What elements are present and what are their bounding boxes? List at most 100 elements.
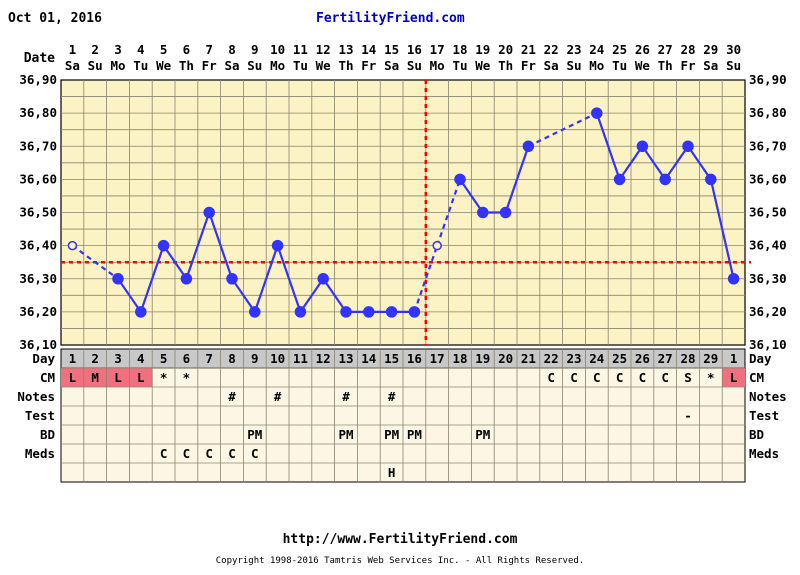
y-tick-label-left: 36,70 — [19, 138, 57, 153]
table-cell-value: 25 — [612, 351, 627, 366]
temperature-segment — [208, 212, 234, 280]
table-cell-value: C — [205, 446, 213, 461]
date-number: 12 — [316, 42, 331, 57]
date-weekday: Th — [179, 58, 194, 73]
menses-cell — [83, 368, 107, 387]
table-cell-value: 13 — [338, 351, 353, 366]
date-weekday: Sa — [65, 58, 80, 73]
table-cell-value: C — [616, 370, 624, 385]
temperature-segment — [527, 112, 598, 148]
table-cell-value: 1 — [69, 351, 77, 366]
site-title-link[interactable]: FertilityFriend.com — [316, 11, 465, 26]
date-number: 17 — [430, 42, 445, 57]
date-number: 14 — [361, 42, 376, 57]
date-weekday: Th — [658, 58, 673, 73]
date-weekday: We — [475, 58, 491, 73]
temperature-point — [112, 273, 124, 285]
date-number: 11 — [293, 42, 308, 57]
row-label-left: Notes — [17, 389, 55, 404]
date-weekday: Mo — [110, 58, 125, 73]
row-label-right: BD — [749, 427, 764, 442]
temperature-point — [271, 239, 284, 252]
table-cell-value: 18 — [452, 351, 467, 366]
date-number: 4 — [137, 42, 145, 57]
temperature-point — [613, 173, 626, 186]
table-cell-value: 8 — [228, 351, 236, 366]
temperature-segment — [117, 278, 142, 313]
date-number: 22 — [544, 42, 559, 57]
table-cell-value: C — [639, 370, 647, 385]
y-tick-label-right: 36,80 — [749, 105, 787, 120]
date-weekday: Mo — [589, 58, 604, 73]
temperature-segment — [436, 179, 462, 246]
date-number: 26 — [635, 42, 650, 57]
row-label-right: Meds — [749, 446, 779, 461]
table-cell-value: PM — [407, 427, 422, 442]
date-weekday: Fr — [202, 58, 218, 73]
date-weekday: Fr — [521, 58, 537, 73]
temperature-point — [522, 140, 535, 152]
chart-start-date: Oct 01, 2016 — [8, 11, 102, 26]
temperature-point-open — [67, 240, 78, 251]
temperature-segment — [253, 245, 279, 313]
date-weekday: Mo — [430, 58, 445, 73]
temperature-point — [249, 306, 261, 318]
table-cell-value: * — [183, 370, 191, 385]
y-tick-label-right: 36,50 — [749, 205, 787, 220]
date-weekday: We — [635, 58, 651, 73]
date-number: 13 — [338, 42, 353, 57]
table-cell-value: 26 — [635, 351, 650, 366]
row-label-left: BD — [40, 427, 55, 442]
table-cell-value: M — [91, 370, 99, 385]
table-cell-value: 2 — [91, 351, 99, 366]
row-label-left: Day — [32, 351, 55, 366]
row-label-right: Test — [749, 408, 779, 423]
temperature-point — [226, 273, 238, 285]
table-cell-value: C — [661, 370, 669, 385]
temperature-point-open — [432, 240, 442, 251]
date-number: 15 — [384, 42, 399, 57]
date-number: 3 — [114, 42, 122, 57]
date-weekday: Su — [247, 58, 262, 73]
y-tick-label-right: 36,10 — [749, 337, 787, 352]
menses-cell — [129, 368, 153, 387]
date-weekday: Fr — [361, 58, 377, 73]
temperature-point — [294, 306, 307, 318]
table-cell-value: # — [274, 389, 282, 404]
date-number: 10 — [270, 42, 285, 57]
table-cell-value: * — [707, 370, 715, 385]
row-label-left: Meds — [25, 446, 55, 461]
temperature-segment — [71, 244, 119, 280]
date-weekday: Su — [726, 58, 741, 73]
row-label-right: Day — [749, 351, 772, 366]
date-number: 25 — [612, 42, 627, 57]
y-tick-label-right: 36,90 — [749, 72, 787, 87]
table-cell-value: 20 — [498, 351, 513, 366]
table-cell-value: L — [137, 370, 145, 385]
table-cell-value: 22 — [544, 351, 559, 366]
temperature-point — [363, 306, 375, 318]
date-number: 7 — [205, 42, 213, 57]
date-number: 21 — [521, 42, 536, 57]
temperature-point — [682, 140, 694, 152]
date-weekday: Th — [498, 58, 513, 73]
date-weekday: Su — [407, 58, 422, 73]
date-number: 29 — [703, 42, 718, 57]
temperature-segment — [413, 245, 439, 313]
temperature-point — [477, 206, 489, 219]
date-weekday: Th — [338, 58, 353, 73]
temperature-point — [408, 306, 421, 318]
table-cell-value: C — [183, 446, 191, 461]
footer-url-link[interactable]: http://www.FertilityFriend.com — [282, 532, 518, 547]
table-cell-value: 11 — [293, 351, 308, 366]
temperature-segment — [595, 112, 621, 180]
y-tick-label-right: 36,40 — [749, 238, 787, 253]
table-cell-value: 19 — [475, 351, 490, 366]
table-cell-value: C — [547, 370, 555, 385]
menses-cell — [61, 368, 84, 387]
row-label-right: Notes — [749, 389, 787, 404]
table-cell-value: - — [684, 408, 692, 423]
y-tick-label-left: 36,80 — [19, 105, 57, 120]
date-weekday: We — [156, 58, 172, 73]
table-cell-value: 10 — [270, 351, 285, 366]
